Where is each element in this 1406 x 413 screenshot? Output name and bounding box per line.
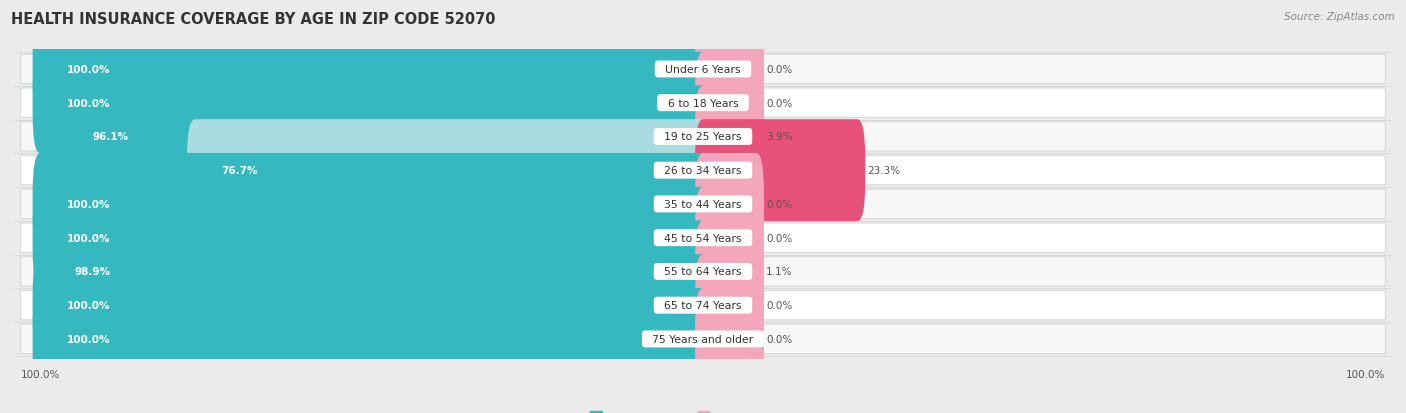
Legend: With Coverage, Without Coverage: With Coverage, Without Coverage — [591, 411, 815, 413]
FancyBboxPatch shape — [695, 154, 763, 255]
Text: 100.0%: 100.0% — [67, 233, 111, 243]
Text: 0.0%: 0.0% — [766, 233, 792, 243]
Text: 0.0%: 0.0% — [766, 199, 792, 209]
FancyBboxPatch shape — [21, 190, 1385, 219]
Text: 45 to 54 Years: 45 to 54 Years — [657, 233, 749, 243]
FancyBboxPatch shape — [695, 86, 763, 188]
Text: 100.0%: 100.0% — [67, 199, 111, 209]
FancyBboxPatch shape — [21, 291, 1385, 320]
Text: 3.9%: 3.9% — [766, 132, 793, 142]
Text: HEALTH INSURANCE COVERAGE BY AGE IN ZIP CODE 52070: HEALTH INSURANCE COVERAGE BY AGE IN ZIP … — [11, 12, 496, 27]
FancyBboxPatch shape — [187, 120, 711, 222]
Text: 55 to 64 Years: 55 to 64 Years — [657, 267, 749, 277]
FancyBboxPatch shape — [695, 254, 763, 356]
FancyBboxPatch shape — [695, 19, 763, 121]
Text: 0.0%: 0.0% — [766, 98, 792, 109]
Text: 6 to 18 Years: 6 to 18 Years — [661, 98, 745, 109]
Text: 26 to 34 Years: 26 to 34 Years — [657, 166, 749, 176]
Text: 35 to 44 Years: 35 to 44 Years — [657, 199, 749, 209]
FancyBboxPatch shape — [695, 120, 865, 222]
FancyBboxPatch shape — [21, 55, 1385, 84]
FancyBboxPatch shape — [21, 223, 1385, 253]
FancyBboxPatch shape — [21, 156, 1385, 185]
FancyBboxPatch shape — [39, 221, 711, 323]
FancyBboxPatch shape — [695, 52, 763, 154]
Text: 23.3%: 23.3% — [868, 166, 900, 176]
Text: 100.0%: 100.0% — [67, 98, 111, 109]
Text: Source: ZipAtlas.com: Source: ZipAtlas.com — [1284, 12, 1395, 22]
Text: 100.0%: 100.0% — [67, 65, 111, 75]
FancyBboxPatch shape — [695, 187, 763, 289]
Text: 1.1%: 1.1% — [766, 267, 793, 277]
FancyBboxPatch shape — [32, 254, 711, 356]
FancyBboxPatch shape — [32, 19, 711, 121]
Text: 65 to 74 Years: 65 to 74 Years — [657, 300, 749, 311]
FancyBboxPatch shape — [695, 288, 763, 390]
FancyBboxPatch shape — [21, 257, 1385, 287]
FancyBboxPatch shape — [59, 86, 711, 188]
Text: 0.0%: 0.0% — [766, 334, 792, 344]
FancyBboxPatch shape — [21, 325, 1385, 354]
FancyBboxPatch shape — [695, 221, 763, 323]
FancyBboxPatch shape — [32, 154, 711, 255]
Text: 96.1%: 96.1% — [93, 132, 129, 142]
Text: 75 Years and older: 75 Years and older — [645, 334, 761, 344]
Text: 19 to 25 Years: 19 to 25 Years — [657, 132, 749, 142]
Text: 0.0%: 0.0% — [766, 300, 792, 311]
Text: 0.0%: 0.0% — [766, 65, 792, 75]
FancyBboxPatch shape — [21, 89, 1385, 118]
FancyBboxPatch shape — [32, 52, 711, 154]
Text: 98.9%: 98.9% — [75, 267, 110, 277]
FancyBboxPatch shape — [32, 288, 711, 390]
FancyBboxPatch shape — [21, 122, 1385, 152]
Text: Under 6 Years: Under 6 Years — [658, 65, 748, 75]
Text: 76.7%: 76.7% — [221, 166, 257, 176]
FancyBboxPatch shape — [32, 187, 711, 289]
Text: 100.0%: 100.0% — [67, 334, 111, 344]
Text: 100.0%: 100.0% — [67, 300, 111, 311]
